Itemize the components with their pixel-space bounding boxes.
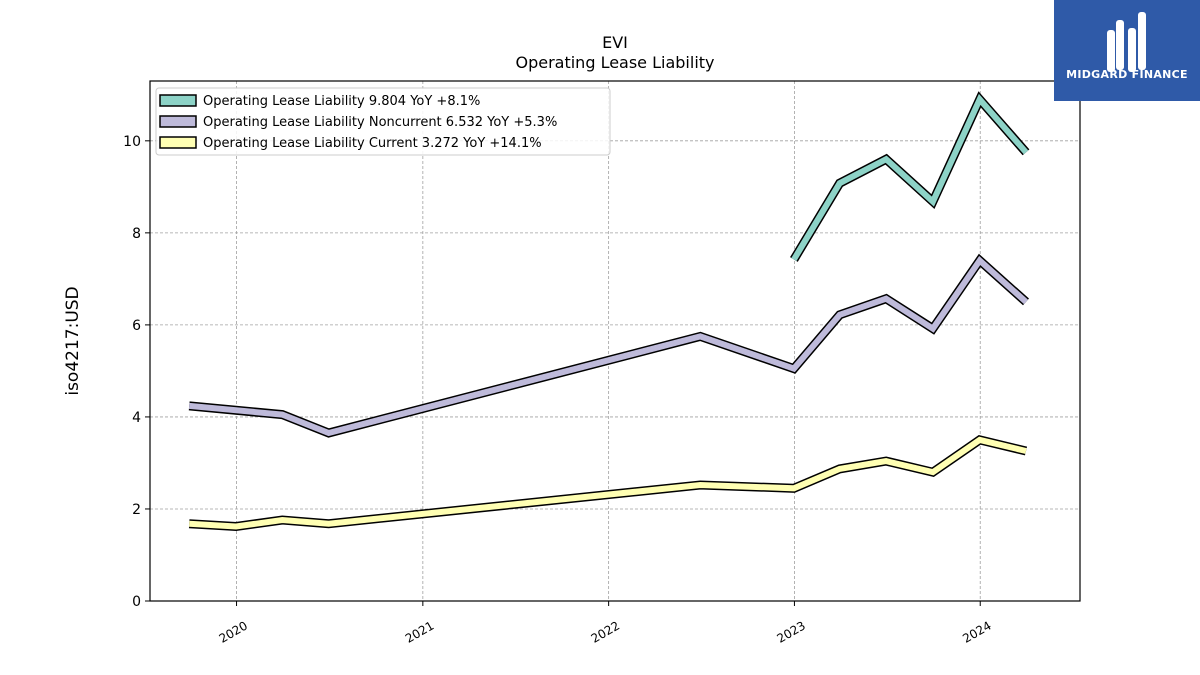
legend-box xyxy=(155,87,611,156)
x-tick-label: 2023 xyxy=(774,618,807,645)
x-tick-label: 2020 xyxy=(217,618,250,645)
legend-label-2: Operating Lease Liability Noncurrent 6.5… xyxy=(203,115,557,130)
series-outline-2 xyxy=(188,253,1029,438)
y-tick-label: 4 xyxy=(132,410,141,426)
legend-swatch-3 xyxy=(159,136,197,149)
axes: 0 2 4 6 8 10 2020 2021 2022 2023 2024 iso4217:USD xyxy=(63,134,994,646)
legend-label-3: Operating Lease Liability Current 3.272 … xyxy=(203,136,542,151)
series-line-1 xyxy=(791,93,1029,262)
x-tick-label: 2024 xyxy=(960,618,993,645)
y-tick-label: 0 xyxy=(132,594,141,610)
series-line-3 xyxy=(189,436,1027,530)
logo-mark-icon xyxy=(1107,12,1146,72)
y-tick-label: 6 xyxy=(132,318,141,334)
y-axis-label: iso4217:USD xyxy=(63,286,83,395)
legend-swatch-2 xyxy=(159,115,197,128)
series-lines xyxy=(188,91,1030,532)
y-tick-label: 8 xyxy=(132,226,141,242)
legend: Operating Lease Liability 9.804 YoY +8.1… xyxy=(155,87,611,156)
company-logo: MIDGARD FINANCE xyxy=(1054,0,1200,101)
x-tick-label: 2022 xyxy=(589,618,622,645)
y-tick-label: 2 xyxy=(132,502,141,518)
legend-label-1: Operating Lease Liability 9.804 YoY +8.1… xyxy=(203,94,480,109)
series-outline-3 xyxy=(188,435,1028,532)
plot-frame xyxy=(149,80,1081,602)
series-line-2 xyxy=(188,255,1028,437)
logo-text: MIDGARD FINANCE xyxy=(1066,68,1188,81)
chart-title: EVI xyxy=(602,33,628,52)
chart-subtitle: Operating Lease Liability xyxy=(515,53,715,72)
x-tick-label: 2021 xyxy=(403,618,436,645)
y-tick-label: 10 xyxy=(123,134,141,150)
legend-swatch-1 xyxy=(159,94,197,107)
